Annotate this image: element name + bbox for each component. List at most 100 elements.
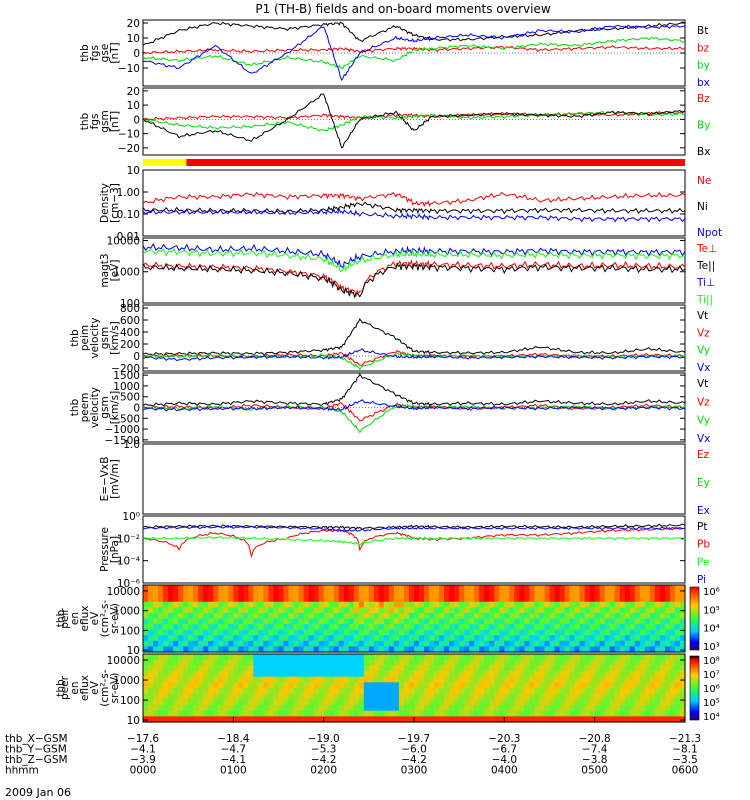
spectrogram-cell [499, 693, 505, 700]
panel-peer-spectrogram: 10⁸10⁷10⁶10⁵10⁴10000100010010thbpeerenef… [55, 653, 720, 727]
spectrogram-cell [669, 612, 676, 620]
spectrogram-cell [318, 659, 325, 666]
spectrogram-cell [343, 676, 350, 683]
spectrogram-cell [208, 607, 214, 614]
x-axis-value: −5.3 [311, 744, 337, 756]
spectrogram-cell [248, 640, 255, 648]
spectrogram-cell [333, 665, 340, 672]
spectrogram-cell [444, 612, 450, 620]
spectrogram-cell [348, 716, 355, 723]
spectrogram-cell [198, 710, 204, 717]
spectrogram-cell [454, 688, 460, 695]
legend-Ti⊥: Ti⊥ [696, 277, 715, 289]
spectrogram-cell [383, 607, 390, 614]
spectrogram-cell [378, 654, 385, 661]
spectrogram-cell [534, 688, 541, 695]
spectrogram-cell [188, 646, 194, 653]
spectrogram-cell [238, 665, 244, 672]
spectrogram-cell [143, 659, 149, 666]
spectrogram-cell [293, 635, 300, 642]
x-axis-value: 0300 [401, 765, 428, 777]
spectrogram-cell [464, 635, 470, 642]
spectrogram-cell [524, 585, 531, 592]
spectrogram-cell [363, 671, 370, 678]
spectrogram-cell [544, 710, 551, 717]
y-axis-label-line: (cm²-s- [99, 600, 111, 638]
spectrogram-cell [664, 640, 671, 648]
spectrogram-cell [193, 585, 199, 592]
spectrogram-cell [353, 640, 360, 648]
y-tick-label: 10 [127, 645, 140, 657]
spectrogram-cell [163, 665, 169, 672]
spectrogram-cell [313, 659, 320, 666]
spectrogram-cell [293, 671, 300, 678]
spectrogram-cell [313, 635, 320, 642]
spectrogram-cell [569, 585, 576, 592]
spectrogram-cell [188, 699, 194, 706]
spectrogram-cell [208, 654, 214, 661]
spectrogram-cell [609, 585, 616, 592]
spectrogram-cell [163, 601, 169, 608]
series-line-Pe [142, 535, 686, 546]
spectrogram-cell [489, 693, 495, 700]
spectrogram-cell [333, 682, 340, 689]
spectrogram-cell [233, 585, 239, 592]
spectrogram-cell [183, 585, 189, 592]
spectrogram-cell [323, 693, 330, 700]
spectrogram-cell [444, 596, 450, 603]
spectrogram-cell [298, 590, 305, 597]
spectrogram-cell [489, 590, 495, 597]
spectrogram-cell [263, 688, 270, 695]
y-axis-label-line: eV [89, 611, 101, 625]
spectrogram-cell [504, 590, 510, 597]
spectrogram-cell [298, 665, 305, 672]
spectrogram-cell [614, 618, 621, 625]
spectrogram-cell [233, 659, 239, 666]
y-tick-label: 100 [120, 298, 140, 310]
spectrogram-cell [238, 629, 244, 636]
spectrogram-cell [188, 629, 194, 636]
spectrogram-cell [323, 716, 330, 723]
spectrogram-cell [283, 705, 290, 712]
spectrogram-cell [564, 654, 571, 661]
spectrogram-cell [424, 688, 430, 695]
spectrogram-cell [253, 705, 260, 712]
spectrogram-cell [564, 710, 571, 717]
spectrogram-cell [328, 682, 335, 689]
spectrogram-cell [424, 640, 430, 648]
spectrogram-cell [609, 710, 616, 717]
spectrogram-cell [464, 590, 470, 597]
spectrogram-cell [283, 699, 290, 706]
spectrogram-cell [569, 693, 576, 700]
spectrogram-cell [509, 640, 515, 648]
spectrogram-cell [424, 682, 430, 689]
spectrogram-cell [153, 682, 159, 689]
y-tick-label: 10 [127, 715, 140, 727]
spectrogram-cell [188, 640, 194, 648]
spectrogram-cell [258, 705, 265, 712]
y-tick-label: 0 [133, 403, 140, 415]
spectrogram-cell [358, 607, 365, 614]
spectrogram-cell [193, 693, 199, 700]
spectrogram-cell [589, 624, 596, 631]
spectrogram-cell [484, 629, 490, 636]
spectrogram-cell [383, 676, 390, 683]
spectrogram-cell [288, 671, 295, 678]
spectrogram-cell [363, 710, 370, 717]
spectrogram-cell [398, 590, 405, 597]
spectrogram-cell [509, 705, 515, 712]
spectrogram-cell [248, 635, 255, 642]
spectrogram-cell [604, 654, 611, 661]
spectrogram-cell [158, 654, 164, 661]
spectrogram-cell [153, 590, 159, 597]
spectrogram-cell [173, 699, 179, 706]
spectrogram-cell [323, 635, 330, 642]
spectrogram-cell [393, 646, 400, 653]
spectrogram-cell [273, 624, 280, 631]
spectrogram-cell [459, 699, 465, 706]
spectrogram-cell [273, 618, 280, 625]
spectrogram-cell [624, 654, 631, 661]
spectrogram-cell [414, 699, 420, 706]
spectrogram-cell [424, 699, 430, 706]
